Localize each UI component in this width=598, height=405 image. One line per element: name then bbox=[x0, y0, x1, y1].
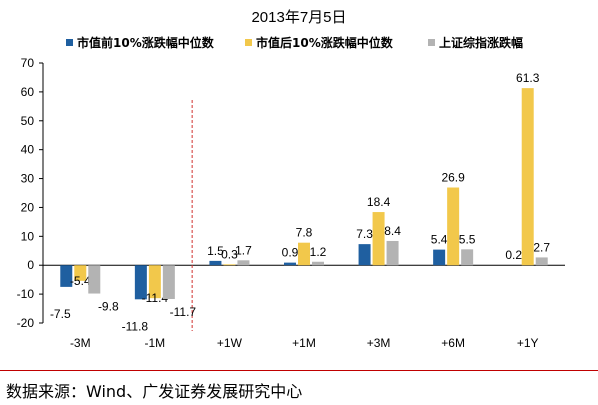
x-tick-label: +6M bbox=[441, 336, 465, 350]
bar bbox=[535, 257, 548, 266]
bar bbox=[134, 265, 147, 300]
legend-swatch bbox=[66, 39, 73, 46]
data-label: 1.5 bbox=[207, 244, 224, 258]
data-label: -11.4 bbox=[142, 291, 169, 305]
bar bbox=[386, 240, 399, 266]
bar bbox=[162, 265, 175, 300]
y-tick-label: -10 bbox=[17, 287, 35, 301]
legend-item: 市值后10%涨跌幅中位数 bbox=[245, 34, 393, 51]
bar bbox=[461, 249, 474, 266]
source-divider bbox=[0, 370, 598, 371]
y-tick-label: 40 bbox=[21, 143, 35, 157]
legend-label: 市值后10%涨跌幅中位数 bbox=[256, 36, 393, 50]
x-tick-label: +1Y bbox=[517, 336, 539, 350]
bar bbox=[284, 262, 296, 266]
y-tick-label: -20 bbox=[17, 316, 35, 330]
data-label: 1.2 bbox=[310, 245, 327, 259]
y-tick-label: 10 bbox=[21, 229, 35, 243]
data-label: -5.4 bbox=[70, 274, 91, 288]
data-label: 1.7 bbox=[235, 243, 252, 257]
x-tick-label: +1W bbox=[217, 336, 243, 350]
bar bbox=[148, 265, 161, 299]
data-label: -11.8 bbox=[122, 319, 149, 333]
data-label: -9.8 bbox=[98, 300, 119, 314]
data-label: 18.4 bbox=[367, 195, 391, 209]
bar bbox=[312, 261, 324, 266]
data-label: 7.3 bbox=[356, 227, 373, 241]
y-tick-label: 70 bbox=[21, 56, 35, 70]
y-tick-label: 60 bbox=[21, 85, 35, 99]
data-label: 0.2 bbox=[505, 248, 522, 262]
data-label: 5.4 bbox=[431, 233, 448, 247]
y-tick-label: 30 bbox=[21, 172, 35, 186]
chart-legend: 市值前10%涨跌幅中位数 市值后10%涨跌幅中位数 上证综指涨跌幅 bbox=[0, 34, 598, 52]
data-label: 26.9 bbox=[441, 171, 465, 185]
bar bbox=[74, 265, 87, 281]
data-label: 8.4 bbox=[384, 224, 401, 238]
bar bbox=[372, 212, 385, 266]
chart-title: 2013年7月5日 bbox=[251, 9, 347, 26]
legend-label: 市值前10%涨跌幅中位数 bbox=[77, 36, 214, 50]
y-tick-label: 20 bbox=[21, 200, 35, 214]
legend-item: 上证综指涨跌幅 bbox=[428, 34, 523, 51]
data-label: -11.7 bbox=[170, 305, 197, 319]
bar bbox=[88, 265, 101, 294]
bar bbox=[209, 260, 222, 266]
legend-item: 市值前10%涨跌幅中位数 bbox=[66, 34, 214, 51]
y-tick-label: 50 bbox=[21, 114, 35, 128]
data-label: 2.7 bbox=[533, 240, 550, 254]
bar bbox=[223, 264, 236, 266]
source-note: 数据来源：Wind、广发证券发展研究中心 bbox=[6, 382, 303, 401]
data-label: -7.5 bbox=[50, 307, 71, 321]
x-tick-label: -3M bbox=[70, 336, 91, 350]
bar bbox=[237, 260, 250, 266]
bar bbox=[60, 265, 73, 287]
bar bbox=[298, 242, 310, 266]
bar bbox=[358, 244, 371, 266]
data-label: 0.3 bbox=[221, 247, 238, 261]
data-label: 61.3 bbox=[516, 71, 540, 85]
data-label: 7.8 bbox=[296, 226, 313, 240]
legend-swatch bbox=[428, 39, 435, 46]
x-tick-label: +1M bbox=[292, 336, 316, 350]
bar bbox=[521, 88, 534, 266]
bar bbox=[447, 187, 460, 266]
x-tick-label: +3M bbox=[367, 336, 391, 350]
y-tick-label: 0 bbox=[27, 258, 34, 272]
data-label: 0.9 bbox=[282, 246, 299, 260]
bar bbox=[433, 249, 446, 266]
legend-label: 上证综指涨跌幅 bbox=[439, 36, 524, 50]
data-label: 5.5 bbox=[459, 232, 476, 246]
legend-swatch bbox=[245, 39, 252, 46]
x-tick-label: -1M bbox=[145, 336, 166, 350]
